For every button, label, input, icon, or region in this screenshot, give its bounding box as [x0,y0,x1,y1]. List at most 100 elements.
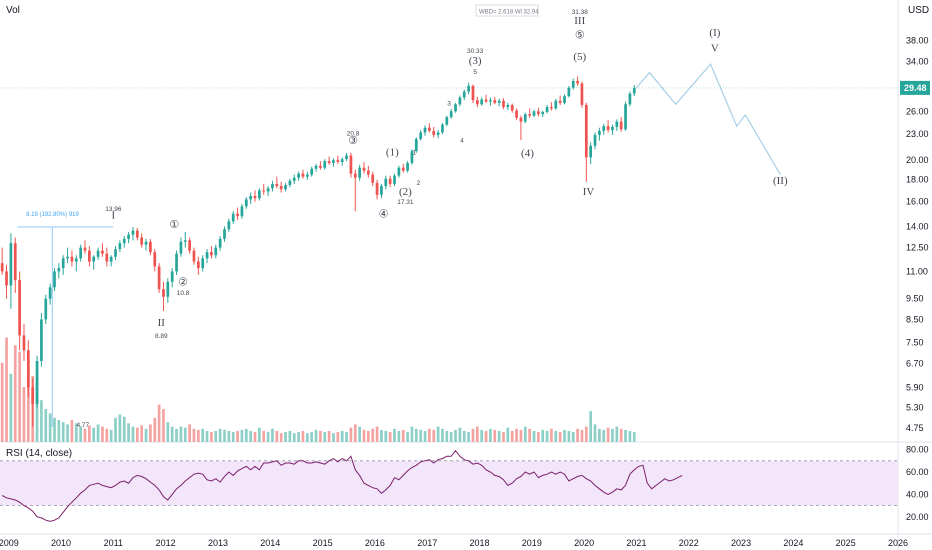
volume-bar [109,429,113,442]
candle-body [606,126,610,131]
price-tick-label: 5.90 [906,382,924,392]
candle-body [615,121,619,127]
price-tick-label: 8.50 [906,314,924,324]
candle-body [258,190,261,199]
candle-body [166,281,170,297]
candle-body [545,107,549,112]
candle-body [423,127,427,133]
candle-body [602,126,606,131]
volume-bar [493,429,497,442]
candle-body [593,134,597,146]
current-price-value: 29.48 [904,83,927,93]
time-tick-label: 2025 [836,538,856,548]
candle-body [105,253,109,262]
time-axis[interactable]: 2009 2010 2011 2012 2013 2014 2015 2016 2017 2018… [0,538,908,548]
price-tick-label: 26.00 [906,106,929,116]
volume-bar [44,409,48,442]
candle-body [632,87,636,94]
time-tick-label: 2020 [574,538,594,548]
candle-body [327,161,331,163]
volume-bar [22,387,26,442]
time-tick-label: 2016 [365,538,385,548]
wave-label: ③ [348,135,358,147]
volume-bar [393,428,396,442]
candle-body [61,258,65,269]
volume-bar [606,427,610,442]
volume-bar [188,424,191,442]
candle-body [9,243,13,286]
volume-bar [480,429,484,442]
price-tick-label: 11.00 [906,266,928,276]
candle-body [619,121,623,130]
candle-body [598,130,601,135]
volume-bar [135,427,139,442]
wave-label: (4) [521,147,534,159]
price-axis[interactable]: 4.755.305.906.707.508.509.5011.0012.5014… [0,36,930,433]
candle-body [475,100,479,105]
candle-body [458,97,462,105]
candle-body [563,96,566,103]
volume-bar [502,432,505,442]
candle-body [253,195,257,199]
candle-body [428,127,431,131]
volume-bar [345,432,348,442]
candles[interactable] [0,76,636,427]
wave-label: ② [178,276,188,288]
candle-body [83,247,87,251]
volume-bar [541,429,545,442]
volume-bar [9,373,13,442]
candle-body [480,99,484,105]
volume-bar [475,426,479,442]
candle-body [214,247,218,256]
volume-bar [580,429,584,442]
volume-bar [558,432,562,442]
wave-label: (I) [709,27,720,39]
candle-body [541,111,545,115]
volume-bar [166,422,170,442]
volume-bar [323,432,327,442]
candle-body [393,175,396,184]
price-tick-label: 16.00 [906,197,929,207]
candle-body [528,114,531,116]
volume-bar [114,417,117,442]
time-tick-label: 2009 [0,538,19,548]
candle-body [79,247,82,259]
rsi-line [1,449,683,522]
candle-body [506,104,510,108]
time-tick-label: 2018 [469,538,489,548]
volume-bar [48,413,52,442]
volume-bar [441,428,444,442]
time-tick-label: 2013 [208,538,228,548]
volume-bar [471,428,475,442]
candle-body [580,83,584,105]
volume-bar [619,428,623,442]
wave-label: (5) [573,51,586,63]
volume-bar [122,416,126,442]
volume-bar [262,431,266,442]
candle-body [96,250,100,257]
volume-bar [632,432,636,442]
candle-body [554,100,558,109]
candle-body [210,252,213,256]
volume-bar [362,429,366,442]
candle-body [380,186,383,195]
price-tick-label: 38.00 [906,36,929,46]
rsi-pane[interactable]: 20.00 40.00 60.00 80.00 [0,445,929,522]
volume-bar [288,431,292,442]
candle-body [284,184,287,190]
candle-body [410,151,414,163]
volume-bar [384,431,388,442]
volume-bar [598,428,601,442]
candle-body [567,87,571,97]
volume-bar [279,433,283,442]
candle-body [157,266,161,290]
time-tick-label: 2015 [313,538,333,548]
time-tick-label: 2026 [888,538,908,548]
volume-bar [70,420,74,442]
volume-bar [332,433,335,442]
volume-bar [445,431,449,442]
wave-label: 20.8 [347,131,360,138]
volume-bar [35,382,39,442]
wave-label: 2 [417,180,421,187]
